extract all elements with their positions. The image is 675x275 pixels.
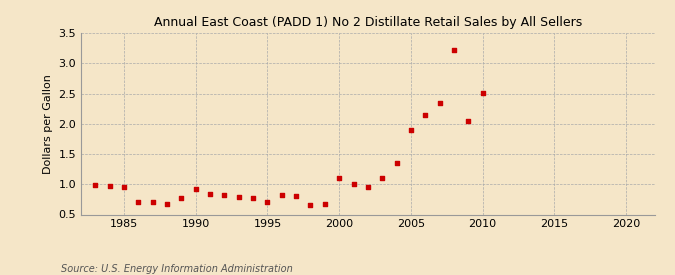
Point (420, 112, 431, 117)
Point (477, 91, 488, 95)
Point (333, 176, 344, 180)
Point (319, 201, 330, 206)
Point (90, 183, 101, 187)
Point (348, 182, 359, 186)
Point (176, 196, 187, 200)
Point (291, 194, 302, 198)
Point (219, 193, 230, 197)
Y-axis label: Dollars per Gallon: Dollars per Gallon (43, 74, 53, 174)
Point (362, 185, 373, 189)
Point (434, 100, 445, 105)
Point (391, 161, 402, 165)
Point (205, 192, 215, 196)
Point (305, 203, 316, 208)
Point (133, 200, 144, 205)
Point (161, 201, 172, 206)
Point (119, 185, 130, 189)
Point (234, 195, 244, 199)
Point (262, 200, 273, 205)
Point (276, 192, 287, 197)
Point (248, 196, 259, 200)
Title: Annual East Coast (PADD 1) No 2 Distillate Retail Sales by All Sellers: Annual East Coast (PADD 1) No 2 Distilla… (154, 16, 582, 29)
Point (104, 184, 115, 188)
Point (448, 48, 459, 52)
Text: Source: U.S. Energy Information Administration: Source: U.S. Energy Information Administ… (61, 264, 292, 274)
Point (147, 200, 158, 204)
Point (190, 187, 201, 191)
Point (377, 176, 387, 180)
Point (463, 119, 474, 123)
Point (406, 128, 416, 132)
